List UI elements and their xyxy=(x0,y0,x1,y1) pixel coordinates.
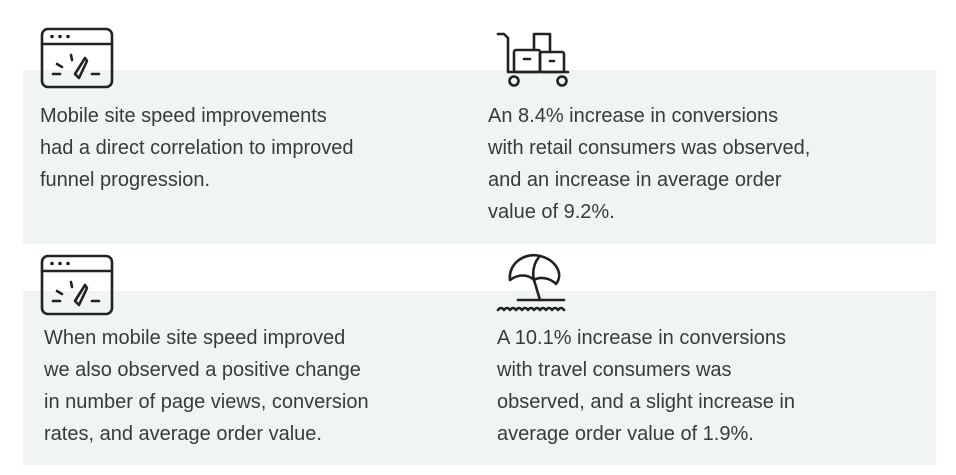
card-text-page-views-conversion: When mobile site speed improved we also … xyxy=(44,327,369,445)
top-background-band xyxy=(23,70,936,244)
browser-speedometer-icon xyxy=(40,27,114,89)
luggage-cart-icon xyxy=(494,28,574,88)
card-text-retail-conversions: An 8.4% increase in conversions with ret… xyxy=(488,105,811,223)
card-text-travel-conversions: A 10.1% increase in conversions with tra… xyxy=(497,327,795,445)
beach-umbrella-icon xyxy=(494,250,568,320)
card-text-site-speed-funnel: Mobile site speed improvements had a dir… xyxy=(40,105,354,191)
browser-speedometer-icon xyxy=(40,254,114,316)
bottom-background-band xyxy=(23,291,936,465)
